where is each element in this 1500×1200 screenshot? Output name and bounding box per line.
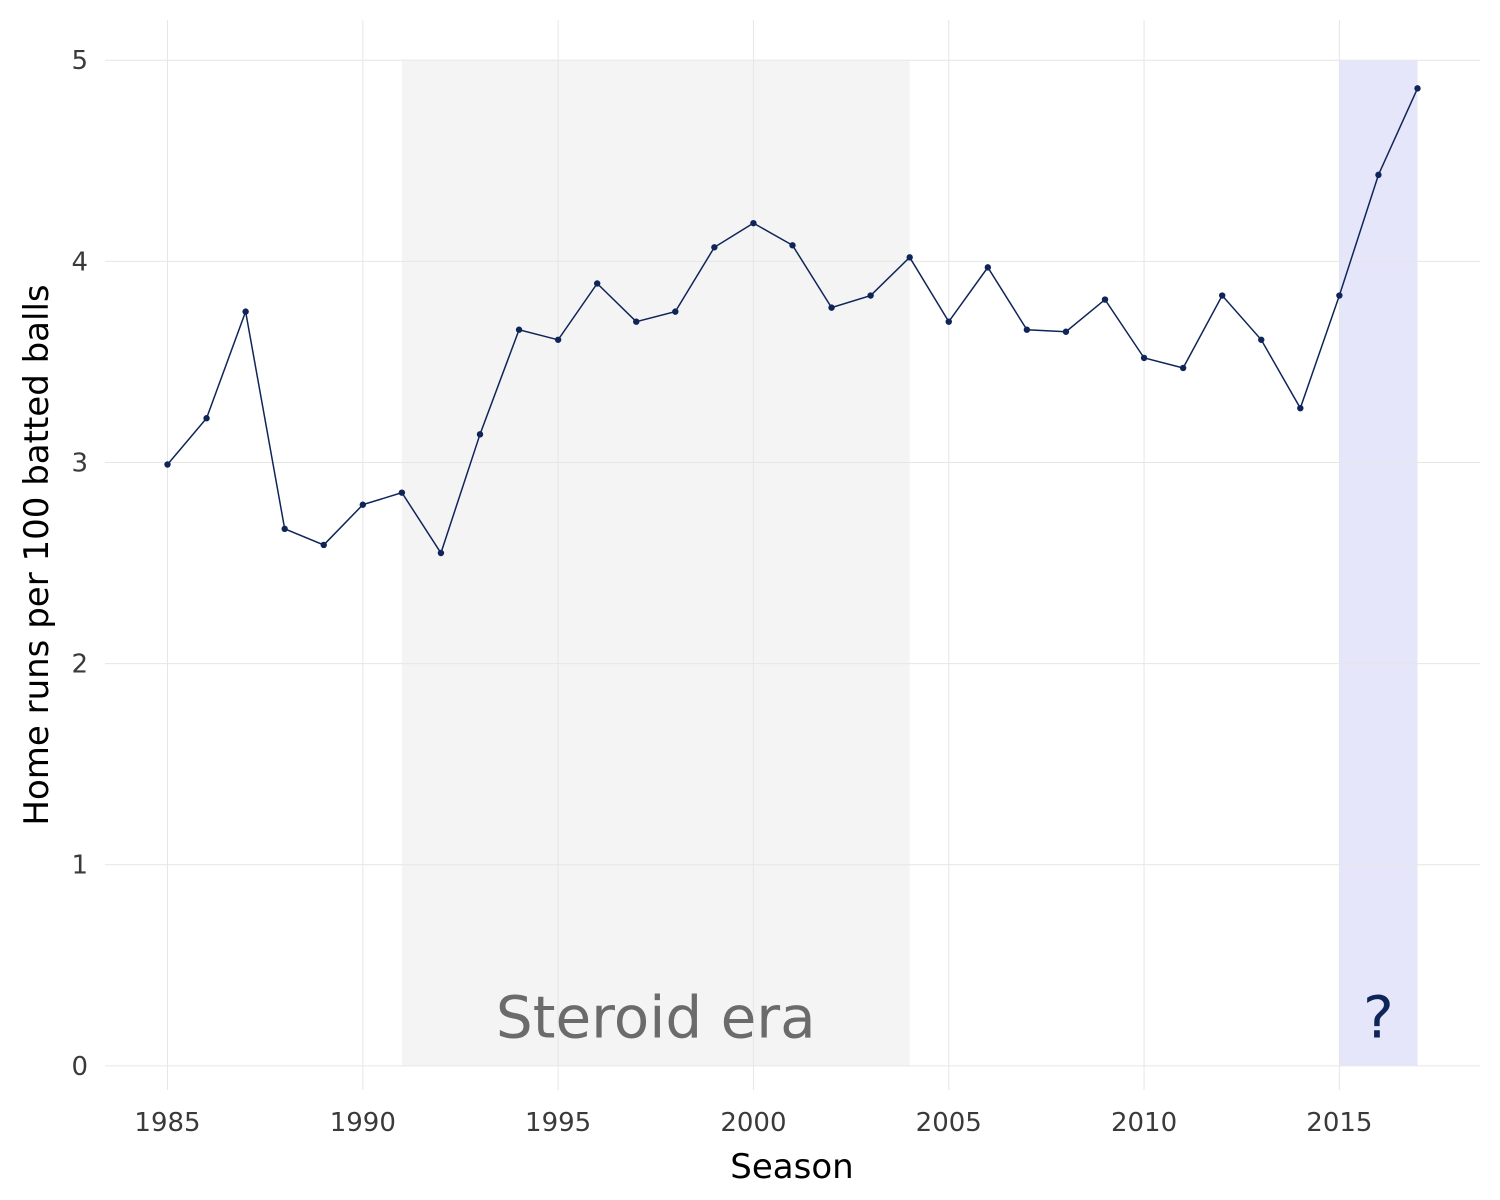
data-point — [203, 415, 210, 422]
y-axis-ticks: 0 1 2 3 4 5 — [71, 46, 88, 1082]
data-point — [1218, 292, 1226, 299]
x-tick-label: 1995 — [525, 1108, 591, 1138]
data-point — [1140, 354, 1148, 362]
data-point — [1297, 404, 1304, 412]
data-point — [633, 318, 640, 325]
data-point — [828, 304, 835, 311]
data-point — [554, 336, 562, 343]
data-point — [1258, 336, 1265, 343]
band-label: ? — [1363, 984, 1394, 1052]
x-tick-label: 2010 — [1111, 1108, 1177, 1138]
highlight-band — [401, 60, 910, 1066]
y-tick-label: 1 — [71, 851, 88, 881]
data-point — [984, 264, 992, 271]
data-point — [281, 525, 288, 533]
data-point — [1414, 85, 1421, 92]
x-axis-ticks: 1985 1990 1995 2000 2005 2010 2015 — [134, 1108, 1372, 1138]
data-point — [476, 431, 484, 438]
data-point — [320, 541, 327, 549]
y-tick-label: 0 — [71, 1052, 88, 1082]
data-point — [867, 292, 874, 299]
data-point — [1101, 296, 1109, 303]
gridlines — [105, 20, 1480, 1090]
data-point — [945, 318, 952, 325]
x-tick-label: 2005 — [916, 1108, 982, 1138]
y-axis-title: Home runs per 100 batted balls — [17, 284, 57, 825]
data-point — [672, 308, 679, 315]
x-tick-label: 1985 — [134, 1108, 200, 1138]
data-point — [164, 461, 171, 468]
x-tick-label: 2015 — [1306, 1108, 1372, 1138]
highlight-band — [1339, 60, 1418, 1066]
data-point — [359, 501, 367, 508]
band-labels: Steroid era? — [496, 984, 1394, 1052]
y-tick-label: 2 — [71, 650, 88, 680]
y-tick-label: 5 — [71, 46, 88, 76]
y-tick-label: 3 — [71, 448, 88, 478]
data-point — [242, 308, 249, 315]
data-point — [711, 244, 718, 251]
data-point — [515, 326, 523, 333]
data-point — [750, 219, 757, 227]
data-point — [1336, 292, 1343, 299]
band-label: Steroid era — [496, 984, 816, 1052]
x-axis-title: Season — [730, 1147, 853, 1187]
data-point — [1179, 364, 1187, 372]
data-point — [1062, 328, 1070, 335]
data-point — [789, 242, 796, 249]
data-point — [1023, 326, 1031, 333]
data-point — [437, 549, 445, 557]
x-tick-label: 2000 — [720, 1108, 786, 1138]
data-point — [593, 280, 601, 287]
data-series — [164, 85, 1421, 557]
x-tick-label: 1990 — [330, 1108, 396, 1138]
data-point — [906, 254, 913, 261]
data-point — [398, 489, 406, 496]
y-tick-label: 4 — [71, 247, 88, 277]
data-point — [1375, 171, 1382, 179]
highlight-bands — [401, 60, 1418, 1066]
